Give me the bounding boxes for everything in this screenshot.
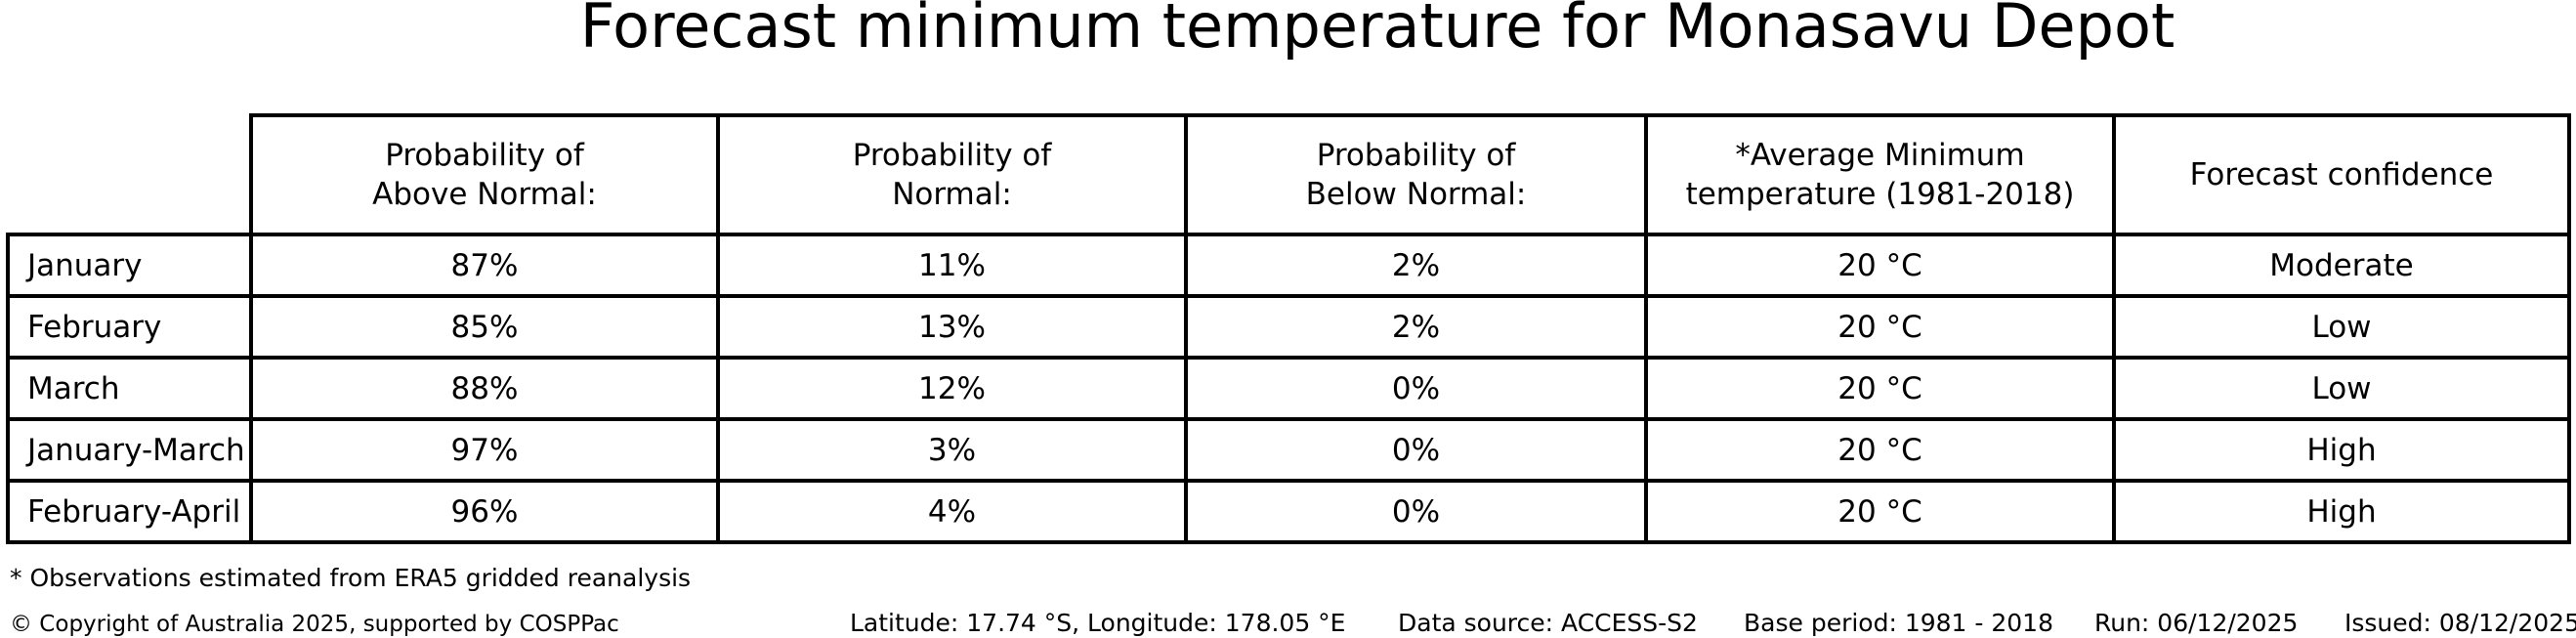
table-row: February-April 96% 4% 0% 20 °C High [6,479,2571,544]
cell-above-normal: 87% [249,233,720,298]
cell-forecast-confidence: Moderate [2112,233,2571,298]
row-label: January-March [6,417,253,483]
col-header-above-normal: Probability of Above Normal: [249,113,720,236]
cell-normal: 13% [716,294,1188,360]
cell-average-minimum: 20 °C [1644,356,2116,421]
cell-average-minimum: 20 °C [1644,233,2116,298]
base-period-text: Base period: 1981 - 2018 [1744,609,2053,637]
cell-below-normal: 0% [1184,417,1648,483]
issued-date-text: Issued: 08/12/2025 [2344,609,2576,637]
table-header-row: Probability of Above Normal: Probability… [8,113,2571,236]
cell-average-minimum: 20 °C [1644,479,2116,544]
cell-forecast-confidence: Low [2112,356,2571,421]
latitude-longitude-text: Latitude: 17.74 °S, Longitude: 178.05 °E [850,609,1346,637]
row-label: February [6,294,253,360]
col-header-forecast-confidence: Forecast confidence [2112,113,2571,236]
run-date-text: Run: 06/12/2025 [2094,609,2299,637]
cell-below-normal: 0% [1184,479,1648,544]
row-label: March [6,356,253,421]
forecast-table: Probability of Above Normal: Probability… [6,113,2571,544]
corner-cell [8,115,251,234]
col-header-average-minimum: *Average Minimum temperature (1981-2018) [1644,113,2116,236]
cell-forecast-confidence: High [2112,479,2571,544]
cell-below-normal: 0% [1184,356,1648,421]
cell-forecast-confidence: High [2112,417,2571,483]
copyright-text: © Copyright of Australia 2025, supported… [10,612,619,637]
cell-above-normal: 85% [249,294,720,360]
cell-below-normal: 2% [1184,294,1648,360]
page-title: Forecast minimum temperature for Monasav… [579,0,2175,62]
col-header-normal: Probability of Normal: [716,113,1188,236]
cell-normal: 11% [716,233,1188,298]
cell-normal: 4% [716,479,1188,544]
observations-footnote: * Observations estimated from ERA5 gridd… [10,564,692,592]
row-label: January [6,233,253,298]
col-header-below-normal: Probability of Below Normal: [1184,113,1648,236]
cell-normal: 12% [716,356,1188,421]
cell-average-minimum: 20 °C [1644,417,2116,483]
cell-above-normal: 88% [249,356,720,421]
data-source-text: Data source: ACCESS-S2 [1398,609,1698,637]
row-label: February-April [6,479,253,544]
cell-below-normal: 2% [1184,233,1648,298]
cell-above-normal: 97% [249,417,720,483]
cell-above-normal: 96% [249,479,720,544]
cell-average-minimum: 20 °C [1644,294,2116,360]
table-row: February 85% 13% 2% 20 °C Low [6,294,2571,360]
cell-forecast-confidence: Low [2112,294,2571,360]
table-row: March 88% 12% 0% 20 °C Low [6,356,2571,421]
table-row: January-March 97% 3% 0% 20 °C High [6,417,2571,483]
cell-normal: 3% [716,417,1188,483]
table-row: January 87% 11% 2% 20 °C Moderate [6,233,2571,298]
